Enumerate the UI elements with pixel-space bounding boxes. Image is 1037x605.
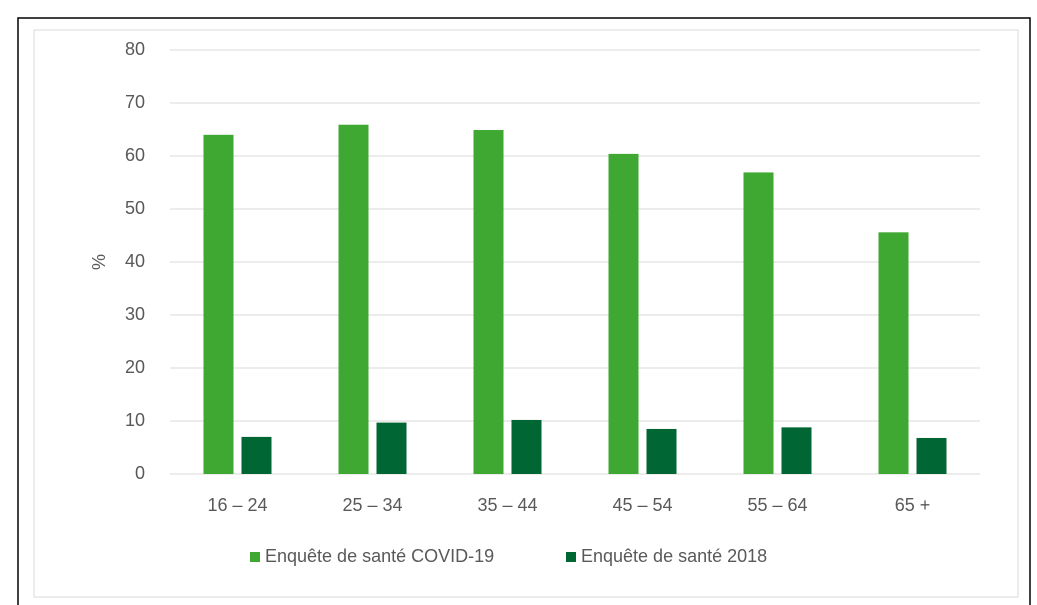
x-tick-label: 35 – 44 — [477, 495, 537, 515]
bar — [608, 153, 639, 474]
x-tick-label: 55 – 64 — [747, 495, 807, 515]
bar — [646, 428, 677, 474]
y-tick-label: 0 — [135, 463, 145, 483]
x-tick-label: 45 – 54 — [612, 495, 672, 515]
y-tick-label: 80 — [125, 39, 145, 59]
bar — [376, 422, 407, 474]
y-tick-label: 60 — [125, 145, 145, 165]
legend-label: Enquête de santé COVID-19 — [265, 546, 494, 566]
bar — [338, 124, 369, 474]
legend-label: Enquête de santé 2018 — [581, 546, 767, 566]
x-tick-label: 65 + — [895, 495, 931, 515]
y-tick-label: 50 — [125, 198, 145, 218]
bar — [511, 419, 542, 474]
bar — [241, 436, 272, 474]
bar — [203, 134, 234, 475]
legend-swatch — [250, 552, 260, 562]
x-tick-label: 16 – 24 — [207, 495, 267, 515]
y-tick-label: 30 — [125, 304, 145, 324]
bar — [878, 232, 909, 474]
x-tick-label: 25 – 34 — [342, 495, 402, 515]
bar — [781, 427, 812, 474]
frame — [17, 17, 1031, 605]
chart-border — [33, 29, 1019, 598]
bar — [743, 172, 774, 474]
bar — [916, 437, 947, 474]
legend-swatch — [566, 552, 576, 562]
y-tick-label: 10 — [125, 410, 145, 430]
y-axis-label: % — [89, 254, 109, 270]
y-tick-label: 40 — [125, 251, 145, 271]
y-tick-label: 70 — [125, 92, 145, 112]
bar — [473, 130, 504, 474]
y-tick-label: 20 — [125, 357, 145, 377]
